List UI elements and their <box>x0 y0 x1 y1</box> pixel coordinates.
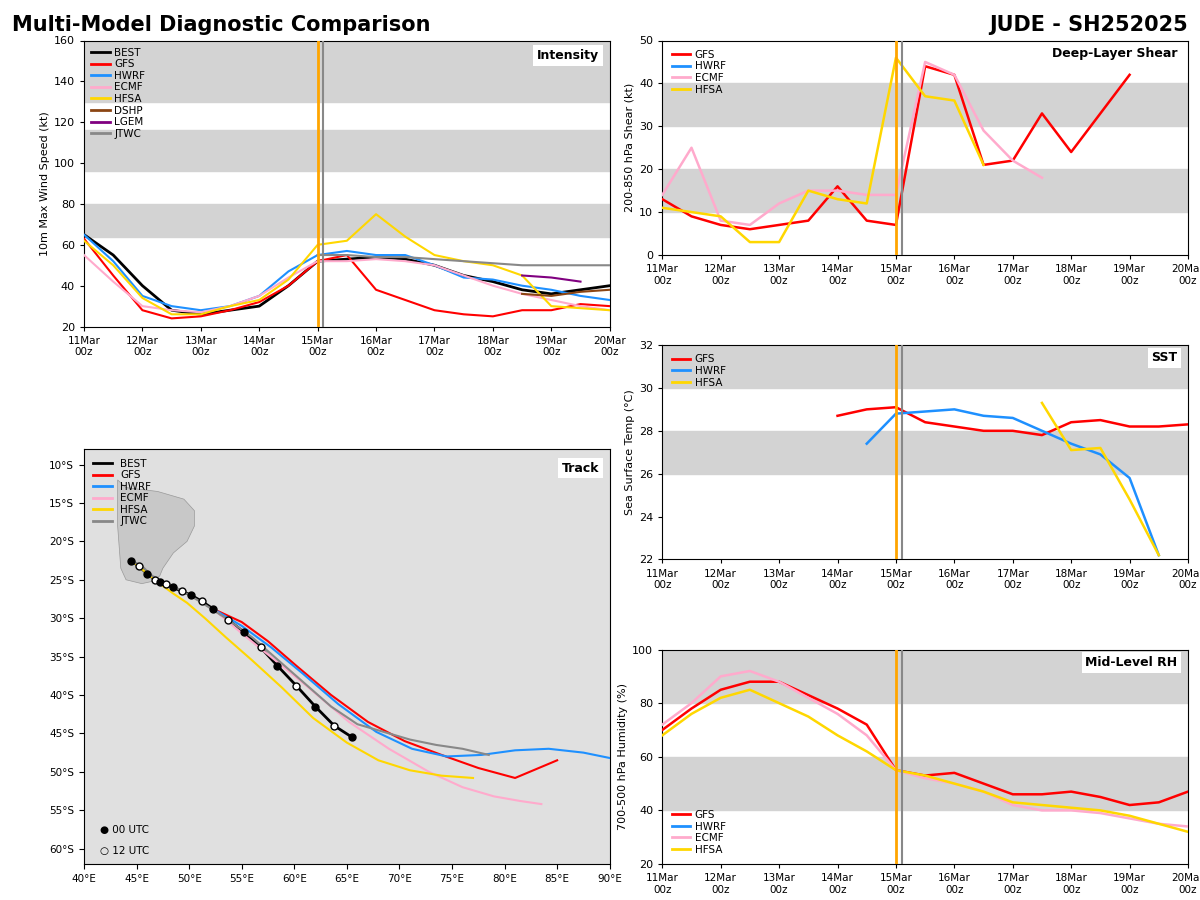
Text: Track: Track <box>562 462 599 474</box>
Polygon shape <box>118 480 194 583</box>
Bar <box>662 345 1188 388</box>
Text: Mid-Level RH: Mid-Level RH <box>1085 656 1177 669</box>
Text: Multi-Model Diagnostic Comparison: Multi-Model Diagnostic Comparison <box>12 15 431 35</box>
Bar <box>662 650 1188 703</box>
Legend: GFS, HWRF, HFSA: GFS, HWRF, HFSA <box>667 350 730 392</box>
Legend: GFS, HWRF, ECMF, HFSA: GFS, HWRF, ECMF, HFSA <box>667 46 730 99</box>
Legend: BEST, GFS, HWRF, ECMF, HFSA, JTWC: BEST, GFS, HWRF, ECMF, HFSA, JTWC <box>89 454 156 531</box>
Bar <box>662 431 1188 473</box>
Bar <box>84 40 610 102</box>
Bar <box>84 130 610 171</box>
Y-axis label: 10m Max Wind Speed (kt): 10m Max Wind Speed (kt) <box>40 112 49 256</box>
Legend: GFS, HWRF, ECMF, HFSA: GFS, HWRF, ECMF, HFSA <box>667 806 730 859</box>
Bar <box>662 757 1188 810</box>
Y-axis label: Sea Surface Temp (°C): Sea Surface Temp (°C) <box>625 390 635 515</box>
Text: Deep-Layer Shear: Deep-Layer Shear <box>1052 47 1177 60</box>
Text: JUDE - SH252025: JUDE - SH252025 <box>989 15 1188 35</box>
Text: ○ 12 UTC: ○ 12 UTC <box>100 846 149 856</box>
Legend: BEST, GFS, HWRF, ECMF, HFSA, DSHP, LGEM, JTWC: BEST, GFS, HWRF, ECMF, HFSA, DSHP, LGEM,… <box>89 46 148 140</box>
Text: ● 00 UTC: ● 00 UTC <box>100 825 149 835</box>
Y-axis label: 700-500 hPa Humidity (%): 700-500 hPa Humidity (%) <box>618 683 628 831</box>
Bar <box>662 84 1188 126</box>
Text: SST: SST <box>1151 352 1177 365</box>
Y-axis label: 200-850 hPa Shear (kt): 200-850 hPa Shear (kt) <box>625 83 635 212</box>
Bar <box>84 204 610 237</box>
Text: CIRA: CIRA <box>31 868 65 882</box>
Text: Intensity: Intensity <box>538 50 599 62</box>
Bar <box>662 169 1188 212</box>
